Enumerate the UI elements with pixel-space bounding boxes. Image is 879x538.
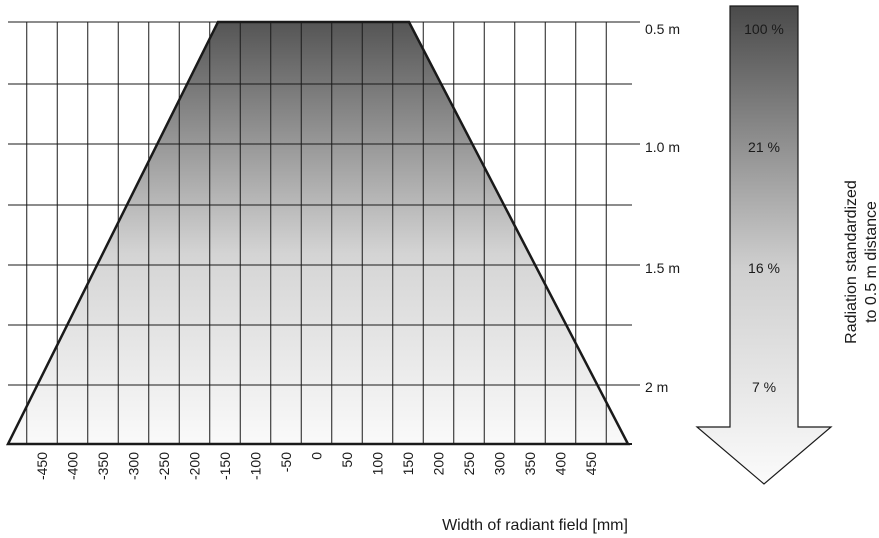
- radiation-level-100: 100 %: [744, 21, 784, 37]
- x-tick-label: -50: [278, 452, 294, 472]
- radiation-note: Radiation standardized to 0.5 m distance: [843, 180, 879, 344]
- x-tick-label: -100: [248, 452, 264, 480]
- radiation-level-16: 16 %: [748, 260, 780, 276]
- radiant-field-shape: [8, 22, 628, 444]
- x-tick-label: 0: [309, 452, 325, 460]
- x-tick-label: 400: [553, 452, 569, 476]
- x-tick-label: -200: [187, 452, 203, 480]
- x-axis-label: Width of radiant field [mm]: [442, 517, 628, 534]
- x-tick-label: 300: [492, 452, 508, 476]
- distance-label-1-0m: 1.0 m: [645, 139, 680, 155]
- x-tick-label: 250: [461, 452, 477, 476]
- x-tick-label: 50: [339, 452, 355, 468]
- x-tick-label: 150: [400, 452, 416, 476]
- radiation-note-line-1: Radiation standardized: [843, 180, 860, 344]
- x-tick-label: 450: [583, 452, 599, 476]
- x-tick-label: -350: [95, 452, 111, 480]
- x-tick-label: -250: [156, 452, 172, 480]
- x-tick-label: -450: [34, 452, 50, 480]
- grid: [8, 21, 640, 444]
- radiation-level-7: 7 %: [752, 379, 776, 395]
- distance-label-0-5m: 0.5 m: [645, 21, 680, 37]
- x-tick-labels: -450 -400 -350 -300 -250 -200 -150 -100 -50 0 50 10…: [34, 452, 599, 480]
- radiation-level-21: 21 %: [748, 139, 780, 155]
- radiation-arrow: [695, 5, 833, 485]
- x-tick-label: -150: [217, 452, 233, 480]
- radiation-note-line-2: to 0.5 m distance: [863, 201, 879, 323]
- x-tick-label: -400: [65, 452, 81, 480]
- x-tick-label: 200: [431, 452, 447, 476]
- x-tick-label: 350: [522, 452, 538, 476]
- x-tick-label: 100: [370, 452, 386, 476]
- distance-label-2m: 2 m: [645, 379, 668, 395]
- distance-label-1-5m: 1.5 m: [645, 260, 680, 276]
- x-tick-label: -300: [126, 452, 142, 480]
